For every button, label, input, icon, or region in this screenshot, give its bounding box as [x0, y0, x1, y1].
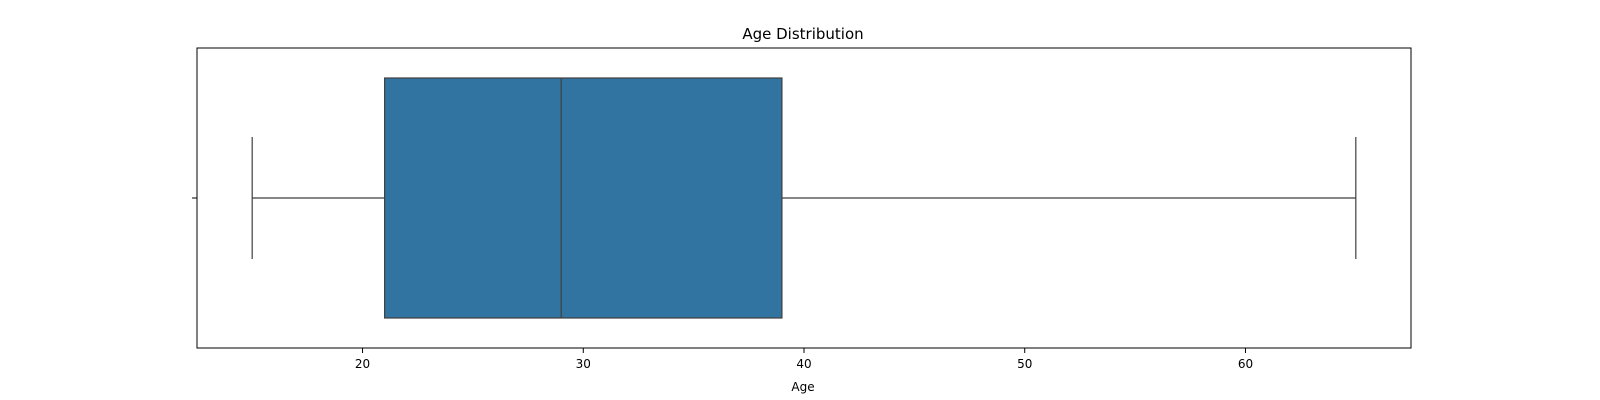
x-tick-label-20: 20 — [355, 357, 370, 371]
plot-area: 20 30 40 50 60 — [192, 47, 1412, 371]
x-axis-label: Age — [791, 380, 814, 394]
chart-title: Age Distribution — [742, 25, 863, 43]
interquartile-box — [384, 77, 783, 319]
x-tick-label-40: 40 — [796, 357, 811, 371]
x-tick-label-30: 30 — [576, 357, 591, 371]
x-tick-label-60: 60 — [1238, 357, 1253, 371]
x-tick-label-50: 50 — [1017, 357, 1032, 371]
